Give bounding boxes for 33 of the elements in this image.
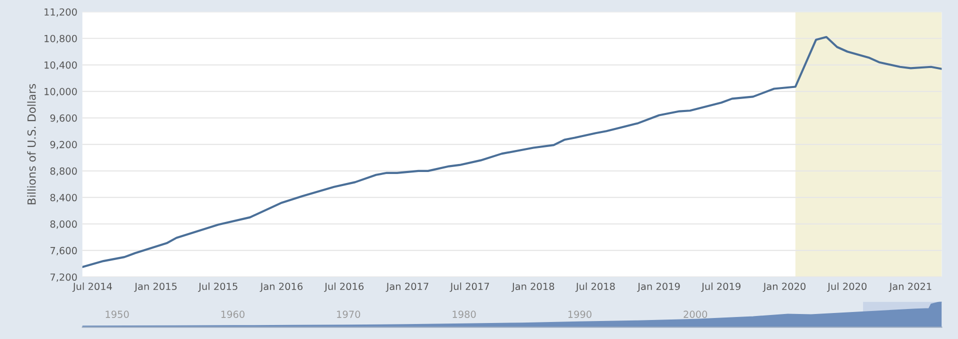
y-tick-label: 8,400: [50, 194, 77, 202]
y-tick-label: 9,200: [50, 140, 77, 150]
x-tick-label: Jan 2018: [511, 282, 554, 292]
x-tick-label: Jul 2015: [198, 282, 238, 292]
x-tick-label: 1960: [221, 310, 244, 318]
x-tick-label: 1950: [106, 310, 129, 318]
x-tick-label: Jan 2021: [888, 282, 932, 292]
line-series: [82, 36, 942, 268]
y-tick-label: 8,000: [50, 220, 77, 229]
x-tick-label: 2000: [684, 310, 708, 318]
x-tick-label: 1990: [568, 310, 592, 318]
y-tick-label: 9,600: [50, 114, 77, 123]
x-tick-label: Jan 2019: [637, 282, 680, 292]
x-tick-label: Jul 2020: [827, 282, 867, 292]
x-tick-label: Jul 2019: [701, 282, 740, 292]
x-tick-label: Jan 2015: [134, 282, 177, 292]
x-tick-label: Jul 2018: [575, 282, 615, 292]
x-tick-label: Jul 2014: [72, 282, 112, 292]
y-axis-title: Billions of U.S. Dollars: [27, 84, 36, 204]
x-tick-label: Jan 2017: [386, 282, 428, 292]
x-tick-label: 1980: [452, 310, 476, 318]
x-tick-label: Jan 2016: [260, 282, 303, 292]
x-tick-label: Jan 2020: [762, 282, 806, 292]
x-tick-label: 1970: [337, 310, 360, 318]
y-tick-label: 7,600: [50, 246, 77, 256]
x-tick-label: Jul 2016: [324, 282, 364, 292]
y-tick-label: 10,000: [44, 88, 77, 96]
y-tick-label: 8,800: [50, 167, 77, 176]
y-tick-label: 10,800: [44, 34, 77, 44]
y-tick-label: 10,400: [44, 61, 77, 70]
x-tick-label: Jul 2017: [450, 282, 489, 292]
y-tick-label: 7,200: [50, 273, 77, 282]
y-tick-label: 11,200: [44, 8, 77, 17]
